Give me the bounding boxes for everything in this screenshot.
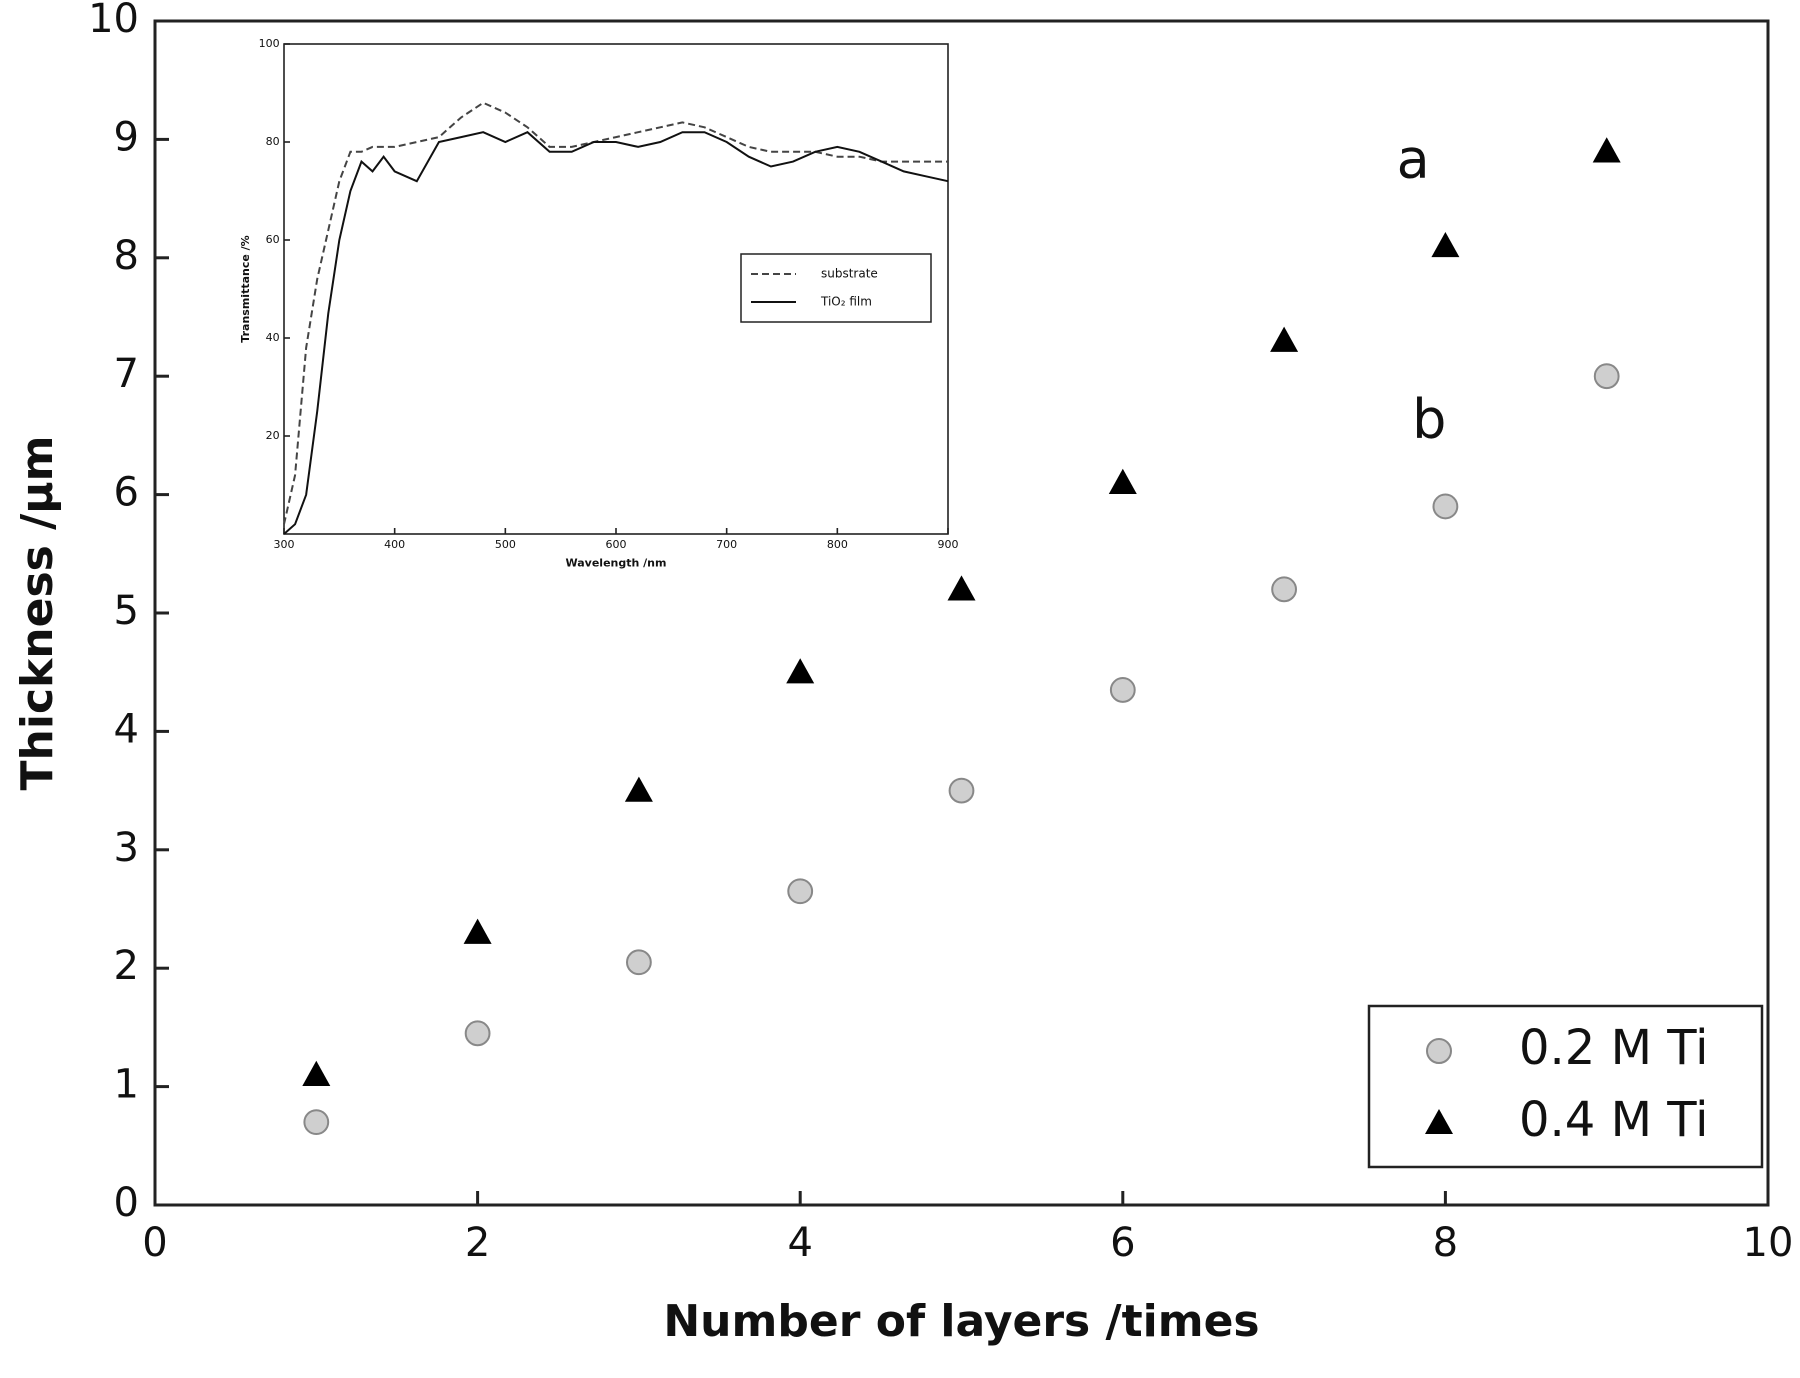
x-tick-label: 0 bbox=[142, 1220, 167, 1266]
y-tick-label: 3 bbox=[114, 825, 139, 871]
marker-triangle bbox=[302, 1060, 331, 1086]
y-tick-label: 2 bbox=[114, 943, 139, 989]
x-tick-label: 300 bbox=[274, 538, 295, 551]
marker-circle bbox=[948, 777, 975, 804]
marker-circle bbox=[1271, 576, 1297, 603]
x-tick-label: 2 bbox=[465, 1220, 490, 1266]
x-tick-label: 700 bbox=[716, 538, 737, 551]
line-series bbox=[283, 101, 948, 525]
legend-box bbox=[1367, 1004, 1764, 1169]
annotation: b bbox=[1412, 388, 1446, 451]
x-tick-label: 8 bbox=[1433, 1220, 1458, 1266]
y-tick-label: 6 bbox=[114, 470, 139, 516]
marker-circle bbox=[1109, 677, 1136, 703]
marker-circle bbox=[464, 1020, 491, 1047]
y-axis-title: Transmittance /% bbox=[239, 235, 252, 342]
annotation: a bbox=[1397, 128, 1430, 191]
legend-label: TiO₂ film bbox=[820, 295, 872, 309]
marker-triangle bbox=[1270, 326, 1299, 352]
y-tick-label: 8 bbox=[114, 233, 139, 279]
legend-marker bbox=[1426, 1038, 1452, 1064]
y-tick-label: 7 bbox=[114, 351, 139, 397]
y-tick-label: 60 bbox=[266, 233, 280, 246]
x-tick-label: 900 bbox=[938, 538, 959, 551]
line-series bbox=[283, 131, 949, 535]
marker-triangle bbox=[1431, 231, 1460, 258]
y-tick-label: 10 bbox=[88, 0, 139, 42]
marker-circle bbox=[1432, 493, 1459, 520]
y-tick-label: 0 bbox=[114, 1180, 139, 1226]
marker-triangle bbox=[624, 776, 653, 802]
x-tick-label: 4 bbox=[787, 1220, 812, 1266]
x-axis-title: Wavelength /nm bbox=[566, 557, 667, 570]
marker-circle bbox=[626, 949, 652, 976]
plot-1: 300 400 500 600 700 800 900 20 40 60 80 100 Waveleng… bbox=[239, 37, 959, 570]
marker-triangle bbox=[786, 658, 815, 684]
y-tick-label: 100 bbox=[259, 37, 280, 50]
x-tick-label: 400 bbox=[384, 538, 405, 551]
y-tick-label: 1 bbox=[114, 1062, 139, 1108]
legend-label: substrate bbox=[821, 267, 878, 281]
legend-box bbox=[740, 253, 932, 323]
x-tick-label: 10 bbox=[1743, 1220, 1794, 1266]
marker-circle bbox=[303, 1109, 330, 1136]
x-tick-label: 6 bbox=[1110, 1220, 1135, 1266]
y-tick-label: 5 bbox=[114, 588, 139, 634]
y-tick-label: 40 bbox=[266, 331, 280, 344]
y-tick-label: 80 bbox=[266, 135, 280, 148]
legend-label: 0.4 M Ti bbox=[1519, 1092, 1708, 1148]
x-axis-title: Number of layers /times bbox=[663, 1296, 1259, 1347]
x-tick-label: 800 bbox=[827, 538, 848, 551]
marker-triangle bbox=[1108, 468, 1137, 494]
x-tick-label: 600 bbox=[606, 538, 627, 551]
y-tick-label: 4 bbox=[114, 706, 139, 752]
marker-triangle bbox=[463, 918, 492, 944]
legend-marker bbox=[1425, 1109, 1453, 1134]
marker-circle bbox=[787, 878, 814, 905]
legend-label: 0.2 M Ti bbox=[1519, 1020, 1708, 1076]
y-axis-title: Thickness /µm bbox=[12, 436, 63, 791]
x-tick-label: 500 bbox=[495, 538, 516, 551]
marker-circle bbox=[1593, 363, 1620, 390]
y-tick-label: 20 bbox=[266, 429, 280, 442]
marker-triangle bbox=[1592, 137, 1621, 163]
marker-triangle bbox=[947, 575, 976, 601]
y-tick-label: 9 bbox=[114, 114, 139, 160]
